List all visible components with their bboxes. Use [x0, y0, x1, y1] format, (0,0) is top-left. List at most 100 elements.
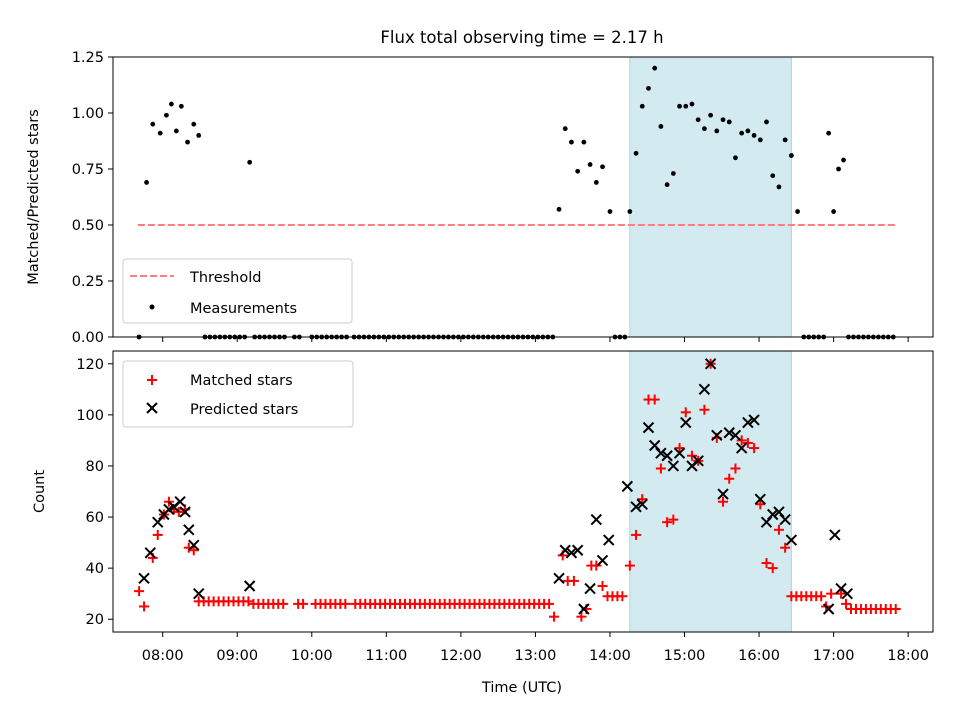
top-y-tick-label: 1.00: [72, 106, 104, 122]
matched-star-point: [134, 586, 145, 597]
bottom-y-tick-label: 120: [76, 357, 104, 373]
matched-star-point: [278, 598, 289, 609]
matched-star-point: [680, 407, 691, 418]
measurement-point: [831, 209, 837, 214]
measurements-points: [136, 65, 896, 340]
predicted-star-point: [742, 416, 754, 429]
matched-star-point: [755, 499, 766, 510]
predicted-star-point: [655, 447, 667, 459]
matched-star-point: [649, 394, 660, 405]
predicted-star-point: [773, 506, 785, 518]
x-tick-label: 13:00: [515, 648, 557, 664]
predicted-star-point: [642, 421, 655, 434]
measurement-point: [782, 137, 788, 143]
predicted-star-point: [667, 460, 680, 472]
predicted-star-point: [717, 488, 729, 500]
measurement-point: [683, 103, 689, 109]
predicted-star-point: [188, 539, 200, 551]
predicted-star-point: [785, 534, 798, 546]
bottom-y-tick-label: 80: [86, 459, 104, 475]
measurement-point: [556, 206, 562, 212]
matched-star-point: [152, 529, 163, 540]
top-y-ticks: 0.00 0.25 0.50 0.75 1.00 1.25: [72, 50, 113, 346]
measurement-point: [575, 168, 581, 174]
predicted-star-point: [636, 498, 648, 510]
measurement-point: [168, 101, 174, 107]
predicted-star-point: [193, 587, 205, 600]
measurement-point: [708, 112, 714, 118]
predicted-star-point: [779, 513, 791, 526]
predicted-star-point: [179, 506, 191, 518]
matched-star-point: [674, 443, 685, 454]
measurement-point: [627, 209, 633, 214]
measurement-point: [185, 139, 190, 145]
measurement-point: [658, 124, 664, 129]
legend-matched-label: Matched stars: [190, 373, 293, 389]
predicted-stars-points: [138, 358, 853, 615]
matched-star-point: [591, 560, 602, 571]
predicted-star-point: [152, 516, 164, 528]
bottom-plot-frame: [112, 350, 934, 633]
matched-star-point: [890, 604, 901, 615]
top-x-ticks: [162, 337, 909, 342]
measurement-point: [795, 209, 800, 214]
measurement-point: [652, 65, 658, 71]
bottom-legend-box: [122, 360, 354, 428]
matched-star-point: [188, 545, 199, 556]
chart-title: Flux total observing time = 2.17 h: [380, 28, 663, 47]
legend-measurements-label: Measurements: [190, 301, 297, 317]
predicted-star-point: [729, 429, 742, 442]
predicted-star-point: [673, 447, 686, 459]
top-plot: 0.00 0.25 0.50 0.75 1.00 1.25 Matched/Predict…: [26, 50, 934, 346]
matched-star-point: [780, 542, 791, 553]
matched-star-point: [139, 601, 150, 612]
bottom-y-tick-label: 40: [86, 561, 104, 577]
predicted-star-point: [590, 513, 603, 526]
matched-star-point: [816, 591, 827, 602]
measurement-point: [701, 126, 707, 132]
predicted-star-point: [767, 508, 779, 521]
predicted-star-point: [698, 383, 711, 396]
predicted-star-point: [829, 529, 841, 541]
predicted-star-point: [174, 496, 186, 508]
matched-star-point: [163, 496, 174, 507]
predicted-star-point: [748, 414, 760, 426]
measurement-point: [581, 139, 587, 145]
measurement-point: [720, 117, 726, 123]
matched-star-point: [761, 558, 772, 569]
predicted-star-point: [648, 439, 661, 452]
legend-matched-swatch: [147, 375, 157, 385]
measurement-point: [751, 133, 757, 138]
predicted-star-point: [661, 450, 673, 462]
matched-star-point: [624, 560, 635, 571]
predicted-star-point: [578, 603, 590, 615]
predicted-star-point: [553, 572, 565, 585]
measurement-point: [757, 137, 763, 143]
measurement-point: [191, 121, 197, 127]
predicted-star-point: [841, 587, 853, 600]
matched-star-point: [544, 598, 555, 609]
measurement-point: [733, 155, 738, 161]
legend-threshold-label: Threshold: [189, 270, 261, 286]
x-tick-label: 18:00: [887, 648, 929, 664]
measurement-point: [764, 119, 769, 125]
matched-star-point: [699, 404, 710, 415]
matched-star-point: [841, 598, 852, 609]
measurement-point: [247, 159, 253, 165]
measurement-point: [788, 153, 794, 158]
matched-star-point: [617, 591, 628, 602]
bottom-plot: 20 40 60 80 100 120 08:00 09:00 10:00 11:00 12:00…: [32, 350, 934, 696]
matched-star-point: [736, 435, 747, 446]
bottom-legend: Matched stars Predicted stars: [122, 360, 354, 428]
measurement-point: [726, 119, 732, 125]
measurement-point: [164, 112, 169, 118]
predicted-star-point: [243, 580, 256, 592]
measurement-point: [600, 164, 605, 170]
measurement-point: [739, 130, 745, 136]
matched-star-point: [597, 581, 608, 592]
matched-star-point: [655, 463, 666, 474]
matched-star-point: [637, 494, 648, 505]
bottom-y-tick-label: 100: [76, 408, 104, 424]
